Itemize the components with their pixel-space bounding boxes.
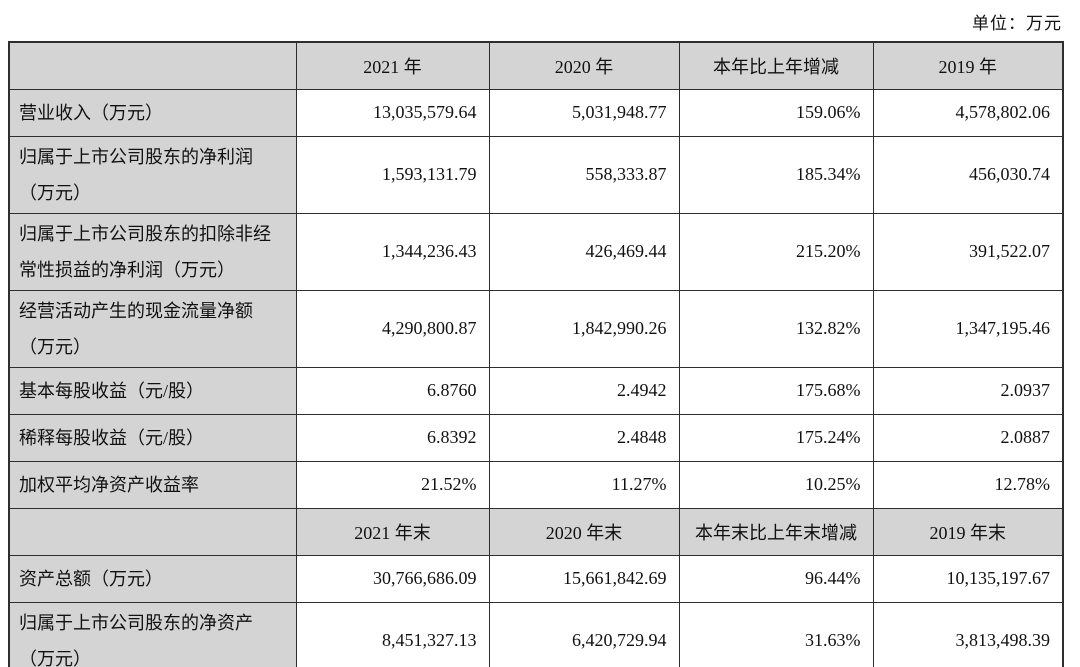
value-cell-change: 185.34% [678, 135, 874, 214]
row-label-cell: 经营活动产生的现金流量净额 （万元） [8, 289, 297, 368]
header-2021-end: 2021 年末 [295, 507, 490, 556]
value-cell-2020: 558,333.87 [488, 135, 680, 214]
header-empty-cell [8, 41, 297, 90]
row-label-cell: 归属于上市公司股东的净资产 （万元） [8, 601, 297, 667]
value-cell-2019: 3,813,498.39 [872, 601, 1064, 667]
value-cell-2019: 456,030.74 [872, 135, 1064, 214]
value-cell-2020: 2.4942 [488, 366, 680, 415]
value-cell-change: 10.25% [678, 460, 874, 509]
table-row-net-profit-excl-nonrecurring: 归属于上市公司股东的扣除非经 常性损益的净利润（万元） 1,344,236.43… [8, 212, 1064, 291]
table-row-net-assets: 归属于上市公司股东的净资产 （万元） 8,451,327.13 6,420,72… [8, 601, 1064, 667]
value-cell-2021: 6.8392 [295, 413, 490, 462]
value-cell-change: 159.06% [678, 88, 874, 137]
value-cell-change: 31.63% [678, 601, 874, 667]
value-cell-2021: 1,593,131.79 [295, 135, 490, 214]
value-cell-2021: 13,035,579.64 [295, 88, 490, 137]
value-cell-2020: 2.4848 [488, 413, 680, 462]
header-2020: 2020 年 [488, 41, 680, 90]
value-cell-2020: 426,469.44 [488, 212, 680, 291]
header-2020-end: 2020 年末 [488, 507, 680, 556]
table-row-operating-cash-flow: 经营活动产生的现金流量净额 （万元） 4,290,800.87 1,842,99… [8, 289, 1064, 368]
table-row-net-profit: 归属于上市公司股东的净利润 （万元） 1,593,131.79 558,333.… [8, 135, 1064, 214]
table-row-basic-eps: 基本每股收益（元/股） 6.8760 2.4942 175.68% 2.0937 [8, 366, 1064, 415]
value-cell-2019: 12.78% [872, 460, 1064, 509]
value-cell-change: 132.82% [678, 289, 874, 368]
table-row-operating-revenue: 营业收入（万元） 13,035,579.64 5,031,948.77 159.… [8, 88, 1064, 137]
table-row-total-assets: 资产总额（万元） 30,766,686.09 15,661,842.69 96.… [8, 554, 1064, 603]
value-cell-change: 96.44% [678, 554, 874, 603]
table-row-weighted-avg-roe: 加权平均净资产收益率 21.52% 11.27% 10.25% 12.78% [8, 460, 1064, 509]
value-cell-2019: 10,135,197.67 [872, 554, 1064, 603]
header-2019-end: 2019 年末 [872, 507, 1064, 556]
value-cell-2020: 5,031,948.77 [488, 88, 680, 137]
value-cell-2020: 15,661,842.69 [488, 554, 680, 603]
value-cell-2019: 391,522.07 [872, 212, 1064, 291]
value-cell-change: 175.24% [678, 413, 874, 462]
value-cell-2021: 1,344,236.43 [295, 212, 490, 291]
value-cell-2020: 6,420,729.94 [488, 601, 680, 667]
value-cell-2021: 21.52% [295, 460, 490, 509]
row-label-cell: 稀释每股收益（元/股） [8, 413, 297, 462]
row-label-cell: 基本每股收益（元/股） [8, 366, 297, 415]
value-cell-2021: 30,766,686.09 [295, 554, 490, 603]
row-label-cell: 归属于上市公司股东的扣除非经 常性损益的净利润（万元） [8, 212, 297, 291]
key-financials-table: 2021 年 2020 年 本年比上年增减 2019 年 营业收入（万元） 13… [8, 41, 1064, 667]
value-cell-2021: 4,290,800.87 [295, 289, 490, 368]
value-cell-change: 175.68% [678, 366, 874, 415]
row-label-cell: 归属于上市公司股东的净利润 （万元） [8, 135, 297, 214]
row-label-cell: 资产总额（万元） [8, 554, 297, 603]
value-cell-2021: 8,451,327.13 [295, 601, 490, 667]
value-cell-2019: 2.0937 [872, 366, 1064, 415]
row-label-cell: 营业收入（万元） [8, 88, 297, 137]
header-yoy-change: 本年比上年增减 [678, 41, 874, 90]
header-end-yoy-change: 本年末比上年末增减 [678, 507, 874, 556]
value-cell-2020: 11.27% [488, 460, 680, 509]
value-cell-2020: 1,842,990.26 [488, 289, 680, 368]
header-2019: 2019 年 [872, 41, 1064, 90]
value-cell-2019: 2.0887 [872, 413, 1064, 462]
header-2021: 2021 年 [295, 41, 490, 90]
header-empty-cell [8, 507, 297, 556]
value-cell-change: 215.20% [678, 212, 874, 291]
value-cell-2019: 1,347,195.46 [872, 289, 1064, 368]
value-cell-2019: 4,578,802.06 [872, 88, 1064, 137]
period-header-row: 2021 年 2020 年 本年比上年增减 2019 年 [8, 41, 1064, 90]
row-label-cell: 加权平均净资产收益率 [8, 460, 297, 509]
period-end-header-row: 2021 年末 2020 年末 本年末比上年末增减 2019 年末 [8, 507, 1064, 556]
value-cell-2021: 6.8760 [295, 366, 490, 415]
unit-label: 单位：万元 [972, 14, 1062, 33]
table-row-diluted-eps: 稀释每股收益（元/股） 6.8392 2.4848 175.24% 2.0887 [8, 413, 1064, 462]
